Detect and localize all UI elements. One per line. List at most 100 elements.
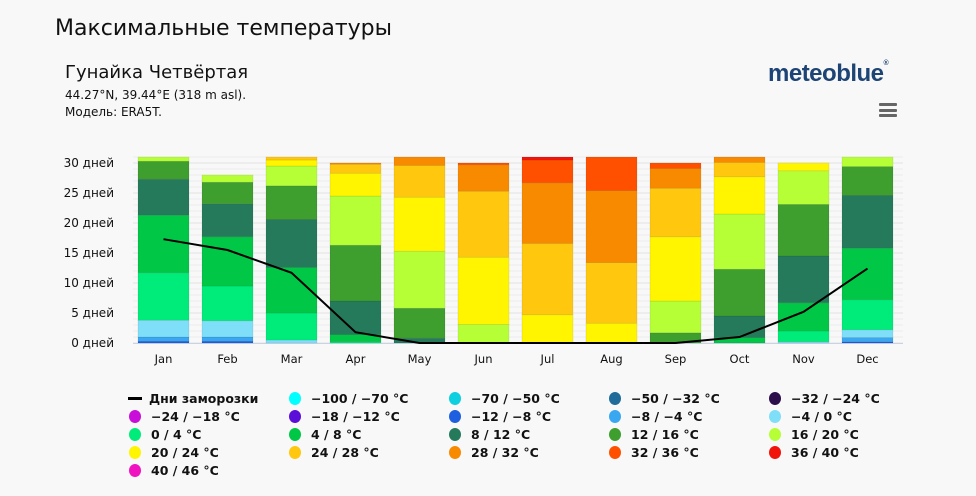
bar-segment[interactable] [841, 299, 894, 331]
bar-segment[interactable] [457, 256, 510, 325]
bar-segment[interactable] [393, 165, 446, 198]
bar-segment[interactable] [585, 156, 638, 191]
bar-segment[interactable] [841, 337, 894, 343]
bar-segment[interactable] [841, 166, 894, 196]
bar-segment[interactable] [265, 219, 318, 268]
bar-segment[interactable] [457, 164, 510, 192]
bar-segment[interactable] [841, 156, 894, 167]
legend-item[interactable]: 16 / 20 °C [768, 426, 908, 443]
legend-item[interactable]: −18 / −12 °C [288, 408, 448, 425]
bar-segment[interactable] [201, 285, 254, 322]
legend-item[interactable]: 40 / 46 °C [128, 462, 288, 479]
bar-segment[interactable] [521, 159, 574, 184]
bar-segment[interactable] [713, 213, 766, 270]
legend-item[interactable]: 8 / 12 °C [448, 426, 608, 443]
bar-segment[interactable] [265, 185, 318, 220]
bar-segment[interactable] [265, 339, 318, 344]
bar-segment[interactable] [521, 243, 574, 316]
bar-segment[interactable] [585, 190, 638, 263]
bar-segment[interactable] [841, 195, 894, 249]
bar-segment[interactable] [265, 156, 318, 161]
bar-segment[interactable] [329, 172, 382, 197]
bar-segment[interactable] [457, 162, 510, 166]
bar-segment[interactable] [393, 196, 446, 252]
bar-segment[interactable] [777, 170, 830, 205]
legend-item[interactable]: 32 / 36 °C [608, 444, 768, 461]
legend-item[interactable]: −4 / 0 °C [768, 408, 908, 425]
bar-segment[interactable] [713, 176, 766, 215]
bar-segment[interactable] [329, 244, 382, 302]
legend-item[interactable]: 4 / 8 °C [288, 426, 448, 443]
bar-segment[interactable] [201, 203, 254, 238]
legend-item[interactable]: 24 / 28 °C [288, 444, 448, 461]
bar-segment[interactable] [329, 195, 382, 246]
x-tick-label: Jan [154, 352, 173, 366]
bar-segment[interactable] [777, 302, 830, 332]
legend-item-frost-days[interactable]: Дни заморозки [128, 390, 288, 407]
bar-segment[interactable] [137, 214, 190, 274]
bar-segment[interactable] [137, 156, 190, 162]
bar-segment[interactable] [649, 187, 702, 238]
bar-segment[interactable] [649, 236, 702, 302]
legend-item[interactable]: 28 / 32 °C [448, 444, 608, 461]
bar-segment[interactable] [201, 320, 254, 338]
bar-segment[interactable] [841, 329, 894, 338]
bar-segment[interactable] [265, 159, 318, 167]
legend-item[interactable]: 0 / 4 °C [128, 426, 288, 443]
bar-segment[interactable] [265, 165, 318, 187]
legend-item[interactable]: 20 / 24 °C [128, 444, 288, 461]
legend-item[interactable]: −70 / −50 °C [448, 390, 608, 407]
bar-segment[interactable] [329, 300, 382, 335]
bar-segment[interactable] [521, 182, 574, 244]
bar-segment[interactable] [457, 324, 510, 344]
bar-segment[interactable] [457, 190, 510, 258]
legend-item[interactable]: −50 / −32 °C [608, 390, 768, 407]
legend-item[interactable]: −8 / −4 °C [608, 408, 768, 425]
color-dot-icon [129, 464, 141, 477]
bar-segment[interactable] [585, 262, 638, 324]
bar-segment[interactable] [137, 178, 190, 216]
legend-item[interactable]: 36 / 40 °C [768, 444, 908, 461]
bar-segment[interactable] [777, 255, 830, 304]
legend-item[interactable]: −12 / −8 °C [448, 408, 608, 425]
bar-segment[interactable] [201, 181, 254, 205]
bar-segment[interactable] [393, 156, 446, 166]
bar-segment[interactable] [777, 162, 830, 172]
bar-segment[interactable] [329, 163, 382, 174]
bar-segment[interactable] [137, 319, 190, 338]
hamburger-menu-icon[interactable] [879, 103, 897, 117]
bar-segment[interactable] [649, 168, 702, 189]
bar-segment[interactable] [265, 312, 318, 341]
legend-item[interactable]: −32 / −24 °C [768, 390, 908, 407]
bar-segment[interactable] [649, 300, 702, 334]
bar-segment[interactable] [201, 236, 254, 287]
bar-segment[interactable] [393, 307, 446, 339]
color-dot-icon [609, 392, 621, 405]
bar-segment[interactable] [137, 336, 190, 342]
color-dot-icon [449, 446, 461, 459]
bar-segment[interactable] [329, 162, 382, 165]
bar-segment[interactable] [393, 250, 446, 309]
bar-segment[interactable] [713, 162, 766, 178]
bar-segment[interactable] [265, 267, 318, 314]
bar-segment[interactable] [777, 204, 830, 257]
bar-segment[interactable] [201, 336, 254, 342]
bar-segment[interactable] [137, 272, 190, 321]
bar-segment[interactable] [841, 247, 894, 301]
bar-segment[interactable] [649, 162, 702, 169]
bar-segment[interactable] [713, 315, 766, 338]
bar-segment[interactable] [585, 322, 638, 344]
legend-item[interactable]: 12 / 16 °C [608, 426, 768, 443]
bar-segment[interactable] [713, 156, 766, 163]
meteoblue-logo[interactable]: meteoblue® [768, 60, 889, 88]
bar-segment[interactable] [777, 330, 830, 343]
bar-segment[interactable] [713, 268, 766, 317]
bar-segment[interactable] [521, 156, 574, 161]
location-name: Гунайка Четвёртая [65, 62, 249, 83]
bar-segment[interactable] [521, 314, 574, 344]
legend-label: 0 / 4 °C [151, 427, 202, 442]
bar-segment[interactable] [201, 174, 254, 183]
bar-segment[interactable] [137, 160, 190, 180]
legend-item[interactable]: −24 / −18 °C [128, 408, 288, 425]
legend-item[interactable]: −100 / −70 °C [288, 390, 448, 407]
